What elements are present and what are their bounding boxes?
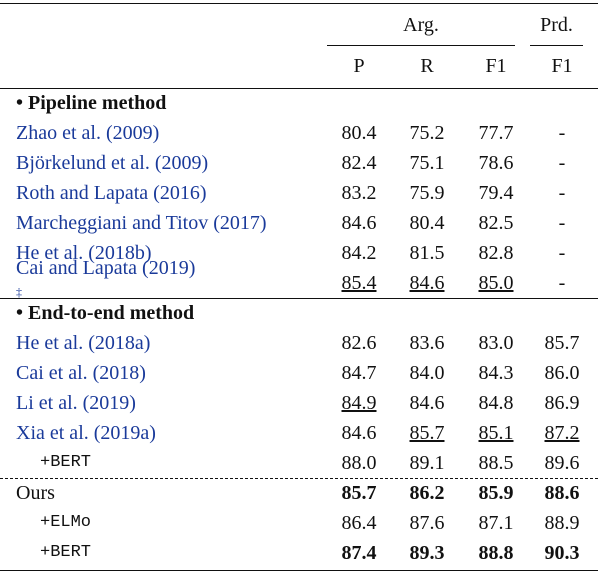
value-cell: 84.6	[341, 212, 377, 234]
method-name: Ours	[16, 482, 55, 504]
value-cell: 87.1	[478, 512, 514, 534]
value-cell: 80.4	[341, 122, 377, 144]
method-name: +BERT	[40, 543, 92, 562]
value-cell: 89.6	[544, 452, 580, 474]
value-cell: 88.6	[544, 482, 580, 504]
method-name: +BERT	[40, 453, 92, 472]
bottom-rule	[0, 570, 598, 571]
method-name: Marcheggiani and Titov (2017)	[16, 212, 267, 234]
value-cell: 88.9	[544, 512, 580, 534]
method-name: Cai et al. (2018)	[16, 362, 146, 384]
method-name: Björkelund et al. (2009)	[16, 152, 209, 174]
value-cell: 88.8	[478, 542, 514, 564]
value-cell: 83.6	[409, 332, 445, 354]
footnote-mark: ‡	[16, 285, 22, 300]
group-rule	[327, 45, 515, 46]
value-cell: 84.8	[478, 392, 514, 414]
section-title: • End-to-end method	[16, 302, 195, 324]
value-cell: 80.4	[409, 212, 445, 234]
value-cell: -	[558, 182, 566, 204]
value-cell: 84.3	[478, 362, 514, 384]
value-cell: 84.6	[409, 392, 445, 414]
method-name: Roth and Lapata (2016)	[16, 182, 207, 204]
value-cell: 86.2	[409, 482, 445, 504]
value-cell: 85.7	[341, 482, 377, 504]
value-cell: 85.9	[478, 482, 514, 504]
value-cell: 87.6	[409, 512, 445, 534]
value-cell: 82.5	[478, 212, 514, 234]
value-cell: 82.4	[341, 152, 377, 174]
value-cell: 88.0	[341, 452, 377, 474]
group-rule	[530, 45, 583, 46]
value-cell: 86.0	[544, 362, 580, 384]
section-rule	[0, 478, 598, 479]
method-name: +ELMo	[40, 513, 92, 532]
value-cell: -	[558, 152, 566, 174]
column-label: F1	[485, 55, 507, 77]
value-cell: 85.7	[409, 422, 445, 444]
method-name: He et al. (2018a)	[16, 332, 151, 354]
group-label: Prd.	[540, 14, 573, 36]
value-cell: 75.1	[409, 152, 445, 174]
column-label: R	[420, 55, 434, 77]
group-label: Arg.	[403, 14, 439, 36]
column-label: P	[353, 55, 365, 77]
value-cell: 86.4	[341, 512, 377, 534]
top-rule	[0, 3, 598, 4]
value-cell: -	[558, 242, 566, 264]
value-cell: 79.4	[478, 182, 514, 204]
value-cell: 86.9	[544, 392, 580, 414]
method-name: He et al. (2018b)	[16, 242, 152, 264]
column-label: F1	[551, 55, 573, 77]
method-name: Cai and Lapata (2019)	[16, 257, 196, 280]
value-cell: 82.6	[341, 332, 377, 354]
value-cell: 84.6	[341, 422, 377, 444]
value-cell: 82.8	[478, 242, 514, 264]
value-cell: 75.2	[409, 122, 445, 144]
value-cell: 89.3	[409, 542, 445, 564]
value-cell: 84.9	[341, 392, 377, 414]
value-cell: 84.7	[341, 362, 377, 384]
value-cell: 83.2	[341, 182, 377, 204]
value-cell: -	[558, 122, 566, 144]
value-cell: 84.2	[341, 242, 377, 264]
section-title: • Pipeline method	[16, 92, 167, 114]
value-cell: 85.7	[544, 332, 580, 354]
value-cell: -	[558, 212, 566, 234]
value-cell: 85.1	[478, 422, 514, 444]
value-cell: 89.1	[409, 452, 445, 474]
value-cell: 83.0	[478, 332, 514, 354]
value-cell: 88.5	[478, 452, 514, 474]
method-name: Xia et al. (2019a)	[16, 422, 156, 444]
section-title-text: End-to-end method	[28, 302, 195, 324]
value-cell: 84.6	[409, 272, 445, 294]
value-cell: 75.9	[409, 182, 445, 204]
method-name: Zhao et al. (2009)	[16, 122, 160, 144]
value-cell: 78.6	[478, 152, 514, 174]
value-cell: 77.7	[478, 122, 514, 144]
value-cell: 85.0	[478, 272, 514, 294]
value-cell: 81.5	[409, 242, 445, 264]
value-cell: 84.0	[409, 362, 445, 384]
method-name: Li et al. (2019)	[16, 392, 136, 414]
value-cell: -	[558, 272, 566, 294]
value-cell: 85.4	[341, 272, 377, 294]
value-cell: 87.4	[341, 542, 377, 564]
value-cell: 90.3	[544, 542, 580, 564]
value-cell: 87.2	[544, 422, 580, 444]
header-rule	[0, 88, 598, 89]
section-title-text: Pipeline method	[28, 92, 167, 114]
section-rule	[0, 298, 598, 299]
method-cell: Cai and Lapata (2019) ‡	[16, 256, 195, 310]
